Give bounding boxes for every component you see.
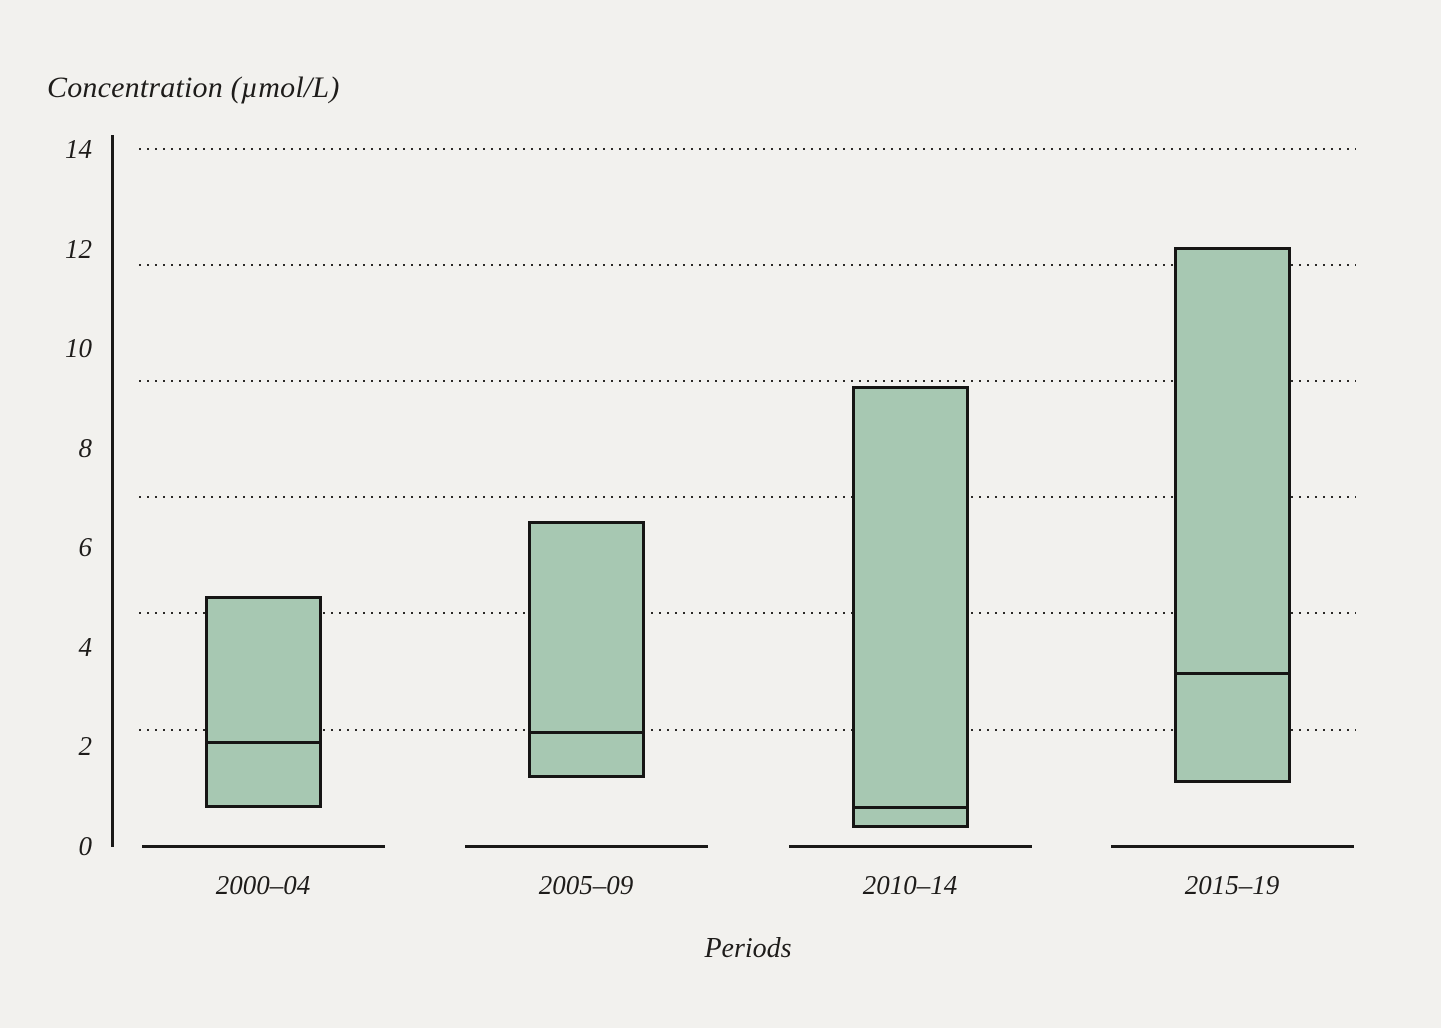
x-tick-label: 2000–04 (215, 870, 311, 900)
y-axis-line (111, 135, 114, 847)
y-tick-label: 0 (78, 831, 93, 861)
y-tick-label: 14 (65, 133, 92, 164)
x-tick-label: 2010–14 (862, 870, 958, 900)
range-bar (1173, 247, 1291, 783)
x-baseline-segment (1110, 845, 1354, 848)
gridline (139, 147, 1356, 150)
x-tick-label: 2005–09 (538, 870, 634, 900)
gridline (139, 380, 1356, 383)
x-axis-title: Periods (704, 933, 792, 964)
y-tick-label: 12 (65, 233, 92, 264)
x-tick-label: 2015–19 (1184, 870, 1280, 900)
gridline (139, 728, 1356, 731)
y-tick-label: 6 (78, 532, 93, 563)
y-tick-label: 4 (78, 631, 93, 662)
gridline (139, 263, 1356, 266)
y-axis-title: Concentration (µmol/L) (47, 71, 340, 104)
x-baseline-segment (788, 845, 1032, 848)
range-bar (204, 595, 322, 808)
range-bar (527, 520, 645, 778)
x-baseline-segment (141, 845, 385, 848)
median-line (206, 741, 320, 745)
median-line (529, 731, 643, 735)
x-baseline-segment (464, 845, 708, 848)
y-tick-label: 2 (78, 731, 93, 762)
range-bar (851, 386, 969, 828)
median-line (1175, 671, 1289, 675)
gridline (139, 612, 1356, 615)
y-tick-label: 10 (65, 333, 92, 364)
y-tick-label: 8 (78, 432, 93, 463)
median-line (853, 806, 967, 810)
gridline (139, 496, 1356, 499)
